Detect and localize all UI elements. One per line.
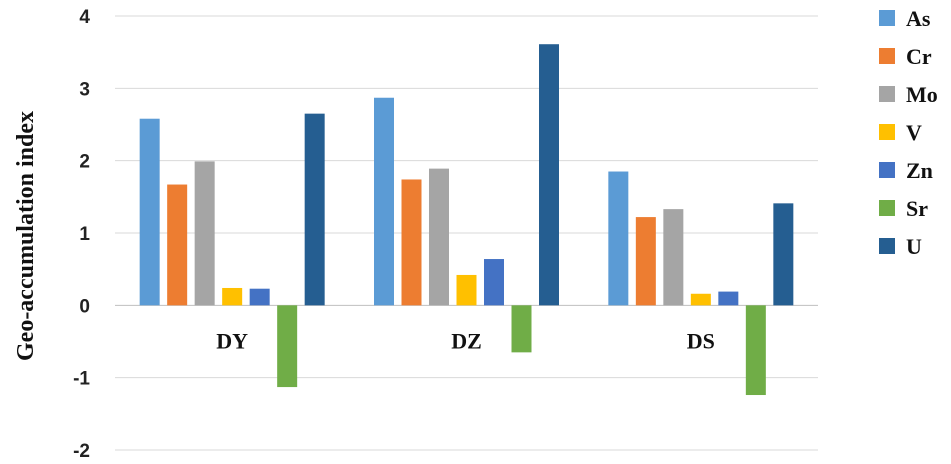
bar-DS-Zn: [718, 291, 739, 306]
bar-DS-Cr: [635, 217, 656, 306]
bar-DZ-Mo: [429, 168, 449, 306]
legend-item: Zn: [879, 158, 933, 183]
category-labels: DY DZ DS: [216, 328, 715, 353]
y-tick-label: 2: [79, 152, 90, 173]
bar-DS-As: [608, 171, 629, 306]
legend-label: Sr: [906, 196, 928, 221]
bar-DY-V: [222, 287, 243, 306]
grid-lines: [115, 15, 818, 451]
y-tick-label: 3: [79, 79, 90, 100]
category-label: DZ: [451, 328, 482, 353]
legend-label: Cr: [906, 44, 932, 69]
y-tick-label: 0: [79, 296, 90, 317]
legend-swatch: [879, 200, 895, 216]
bar-DY-Zn: [249, 288, 270, 306]
legend-label: V: [906, 120, 922, 145]
bar-DY-U: [304, 113, 325, 306]
legend-swatch: [879, 86, 895, 102]
y-axis-ticks: -2 -1 0 1 2 3 4: [73, 7, 90, 462]
bar-DY-Sr: [277, 305, 298, 388]
y-tick-label: 4: [79, 7, 90, 28]
bar-DZ-V: [456, 274, 477, 306]
legend-label: As: [906, 6, 931, 31]
legend: As Cr Mo V Zn Sr U: [879, 6, 938, 259]
category-label: DS: [687, 328, 715, 353]
bar-DS-V: [690, 293, 711, 306]
legend-item: Sr: [879, 196, 928, 221]
bar-DZ-Sr: [511, 305, 532, 353]
y-tick-label: -2: [73, 441, 90, 462]
bars: [139, 44, 794, 396]
y-tick-label: 1: [79, 224, 90, 245]
bar-DZ-U: [539, 44, 559, 306]
legend-swatch: [879, 10, 895, 26]
y-axis-label: Geo-accumulation index: [13, 111, 39, 361]
legend-swatch: [879, 48, 895, 64]
legend-item: Mo: [879, 82, 938, 107]
legend-swatch: [879, 124, 895, 140]
legend-item: Cr: [879, 44, 932, 69]
category-label: DY: [216, 328, 248, 353]
bar-DS-U: [773, 203, 794, 306]
bar-DS-Sr: [745, 305, 766, 396]
legend-item: U: [879, 234, 922, 259]
legend-swatch: [879, 238, 895, 254]
bar-DY-Mo: [194, 161, 215, 306]
bar-DZ-Zn: [484, 259, 504, 306]
legend-label: U: [906, 234, 922, 259]
bar-DZ-Cr: [401, 179, 422, 306]
legend-item: V: [879, 120, 922, 145]
legend-label: Mo: [906, 82, 938, 107]
legend-swatch: [879, 162, 895, 178]
y-tick-label: -1: [73, 369, 90, 390]
bar-DS-Mo: [663, 209, 684, 306]
bar-DZ-As: [374, 97, 394, 306]
legend-item: As: [879, 6, 931, 31]
bar-DY-Cr: [167, 184, 188, 306]
legend-label: Zn: [906, 158, 933, 183]
bar-DY-As: [139, 118, 160, 306]
